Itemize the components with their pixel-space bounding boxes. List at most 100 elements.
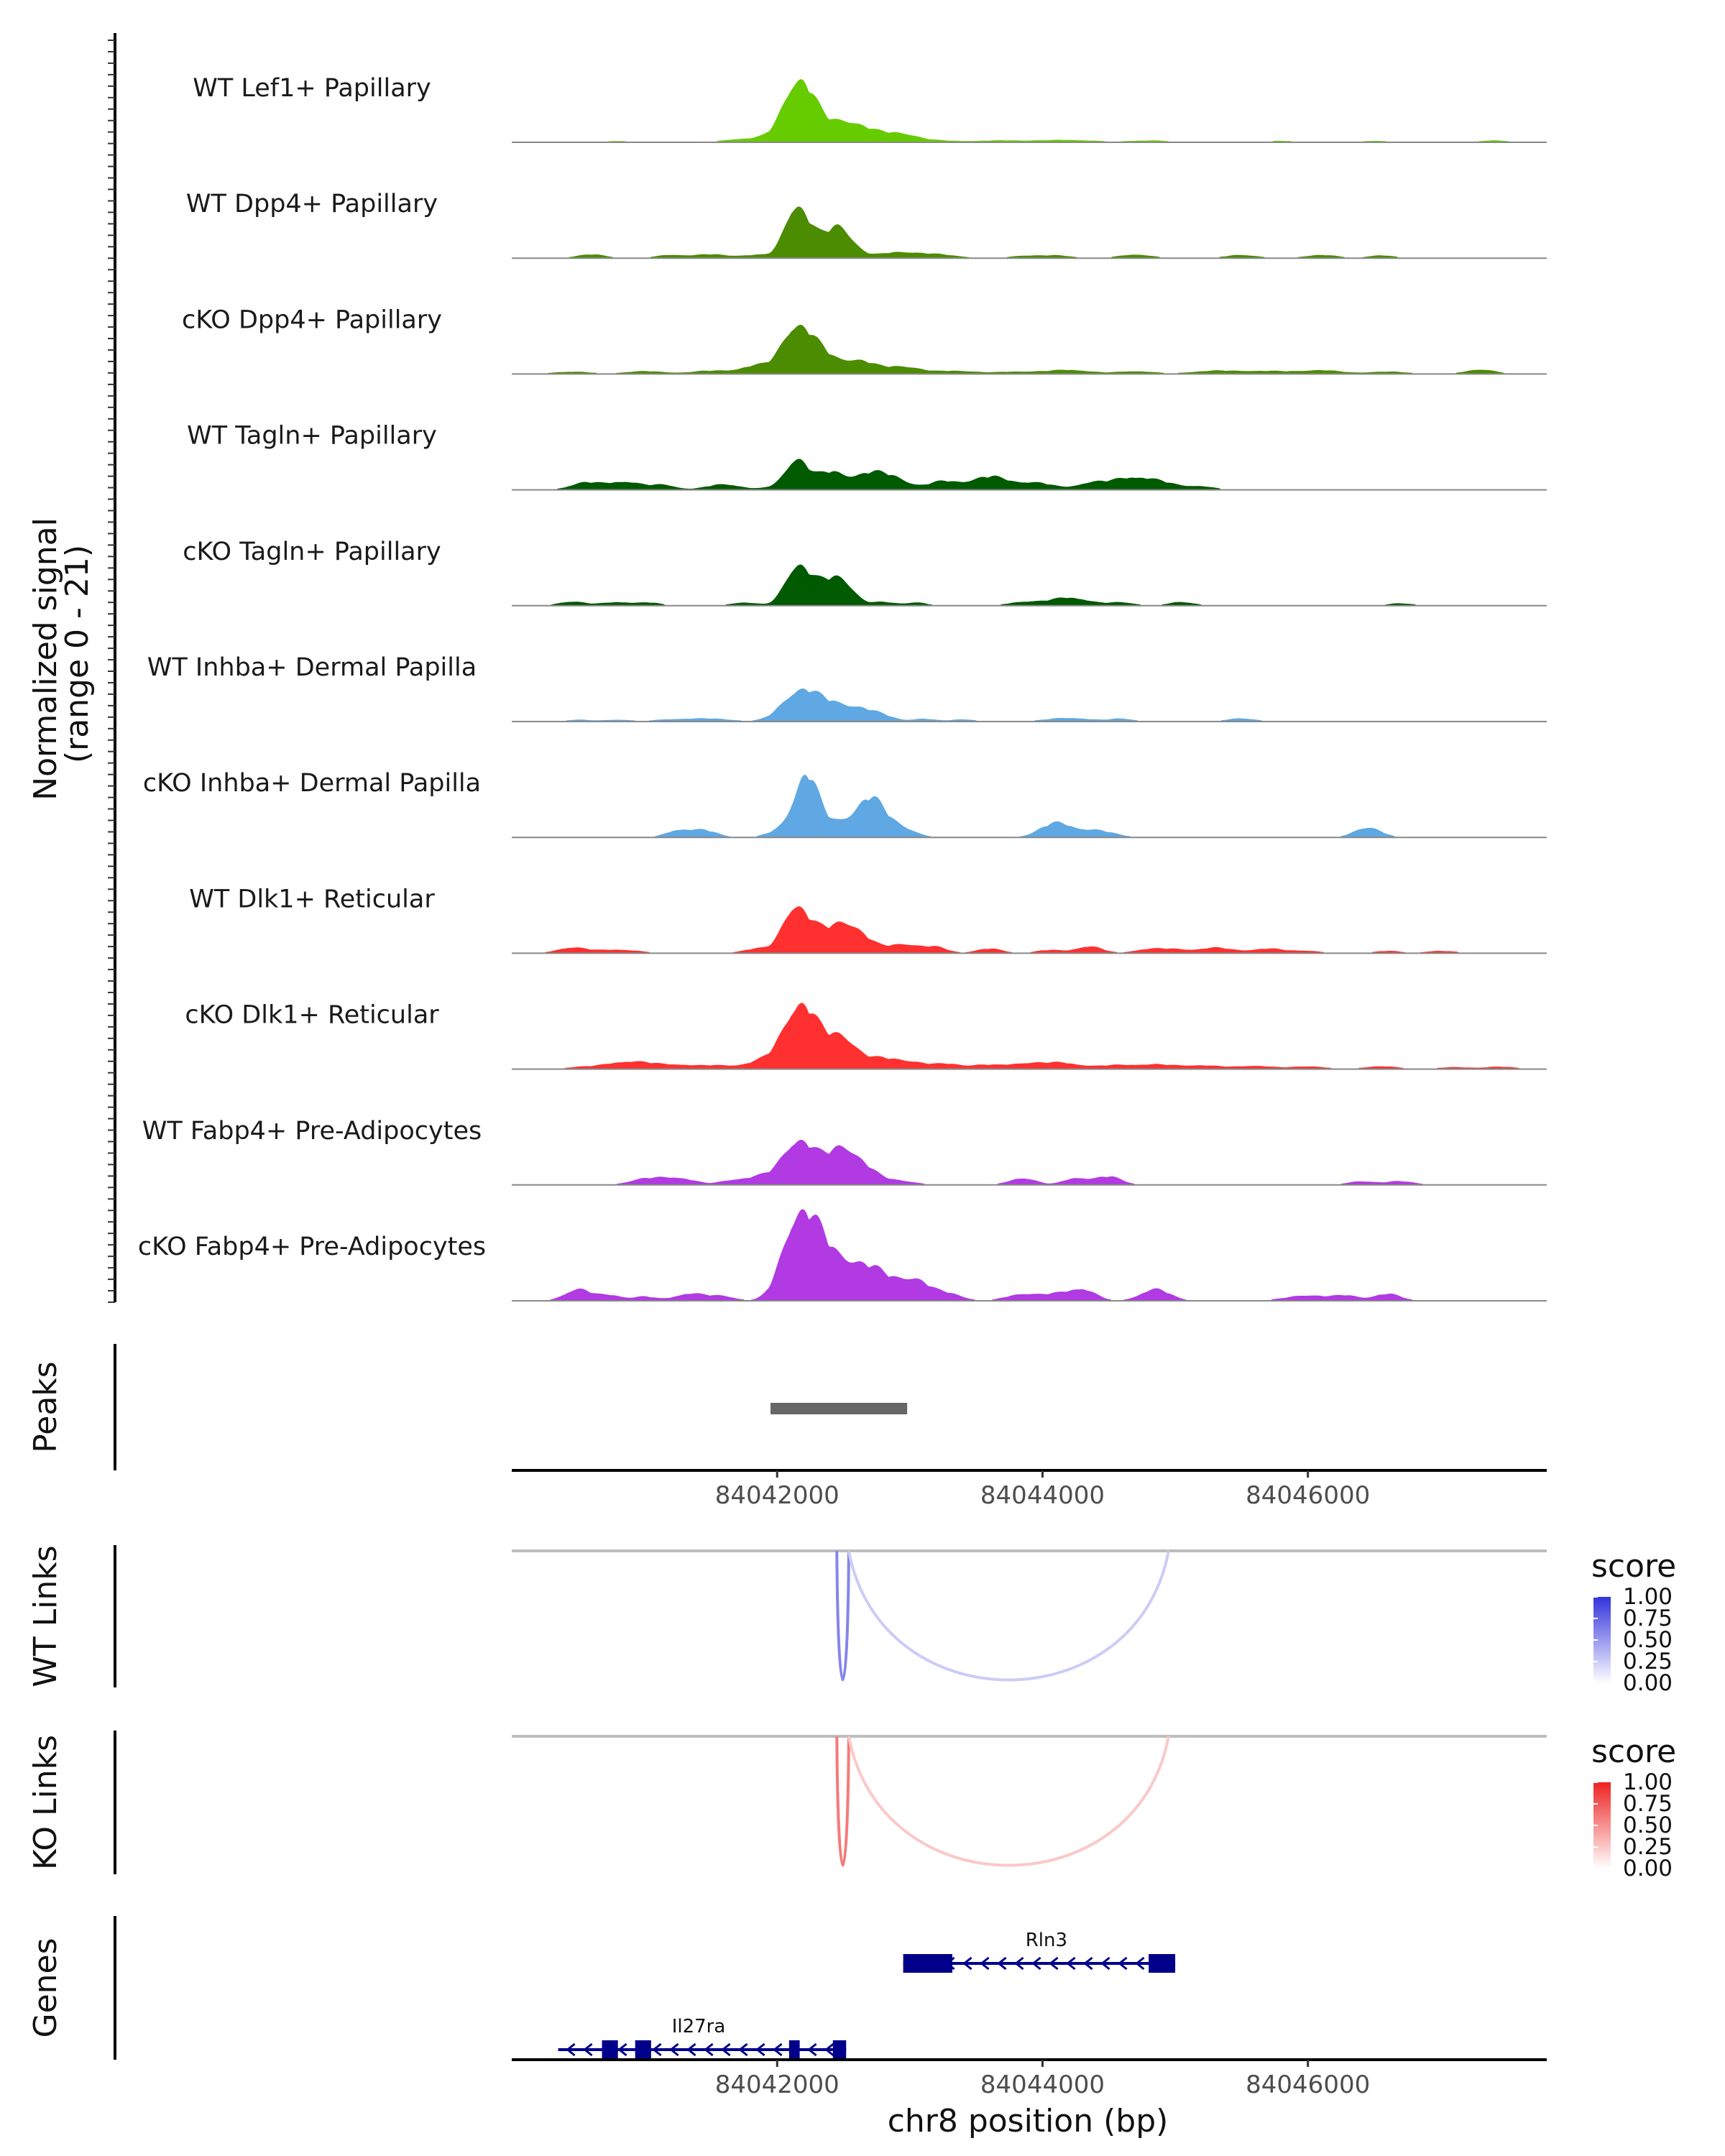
peaks-axis-title: Peaks (27, 1361, 64, 1452)
gene-strand-arrow (1031, 1956, 1041, 1971)
gene-exon (832, 2040, 847, 2059)
coverage-track-2: WT Dpp4+ Papillary (186, 190, 1547, 259)
gene-strand-arrow (686, 2042, 696, 2057)
gene-strand-arrow (824, 2042, 834, 2057)
gene-strand-arrow (1066, 1956, 1076, 1971)
coverage-track-11: cKO Fabp4+ Pre-Adipocytes (138, 1209, 1547, 1302)
gene-exon (1149, 1954, 1176, 1973)
x-tick-label: 84042000 (715, 2070, 840, 2099)
legend-tick-label: 0.00 (1623, 1670, 1673, 1696)
ko-legend-title: score (1591, 1733, 1676, 1770)
coverage-track-label: WT Tagln+ Papillary (187, 422, 437, 451)
gene-strand-arrow (721, 2042, 731, 2057)
coverage-track-5: cKO Tagln+ Papillary (183, 538, 1547, 607)
gene-strand-arrow (807, 2042, 817, 2057)
link-arc (847, 1550, 1170, 1682)
gene-strand-arrow (773, 2042, 783, 2057)
gene-strand-arrow (669, 2042, 679, 2057)
gene-strand-arrow (583, 2042, 593, 2057)
coverage-y-axis-title-line1: Normalized signal (27, 517, 64, 801)
wt-links-panel: WT Links score 1.000.750.500.250.00 (27, 1545, 1676, 1696)
coverage-track-label: WT Dpp4+ Papillary (186, 190, 438, 218)
coverage-track-area (512, 1003, 1547, 1069)
gene-models: Rln3 Il27ra (558, 1930, 1176, 2059)
x-tick-label: 84044000 (980, 1481, 1105, 1510)
ko-links-axis-title: KO Links (27, 1735, 64, 1870)
coverage-track-area (512, 1139, 1547, 1185)
gene-name-label: Rln3 (1026, 1930, 1067, 1951)
coverage-track-label: WT Dlk1+ Reticular (189, 885, 435, 913)
coverage-track-label: cKO Dlk1+ Reticular (185, 1001, 439, 1030)
gene-strand-arrow (738, 2042, 748, 2057)
gene-strand-arrow (704, 2042, 714, 2057)
gene-strand-arrow (652, 2042, 662, 2057)
coverage-track-6: WT Inhba+ Dermal Papilla (147, 653, 1547, 722)
legend-tick-label: 0.75 (1623, 1606, 1673, 1631)
coverage-y-axis-title-line2: (range 0 - 21) (59, 545, 96, 763)
gene-rln3: Rln3 (903, 1930, 1176, 1973)
x-axis-title: chr8 position (bp) (888, 2103, 1169, 2139)
peak-regions (770, 1403, 908, 1414)
x-tick-label: 84046000 (1246, 2070, 1370, 2099)
gene-strand-arrow (1083, 1956, 1093, 1971)
peak-region (770, 1403, 908, 1414)
gene-strand-arrow (1135, 1956, 1145, 1971)
coverage-track-4: WT Tagln+ Papillary (187, 422, 1547, 491)
gene-strand-arrow (617, 2042, 627, 2057)
wt-legend-ticks: 1.000.750.500.250.00 (1593, 1584, 1673, 1696)
peaks-panel: Peaks 84042000 84044000 84046000 (27, 1344, 1547, 1510)
coverage-track-9: cKO Dlk1+ Reticular (185, 1001, 1547, 1070)
x-tick-label: 84042000 (715, 1481, 840, 1510)
coverage-track-area (512, 459, 1547, 490)
gene-name-label: Il27ra (672, 2016, 726, 2037)
coverage-track-label: cKO Inhba+ Dermal Papilla (143, 769, 481, 798)
gene-il27ra: Il27ra (558, 2016, 847, 2059)
gene-exon (788, 2040, 800, 2059)
wt-legend-title: score (1591, 1548, 1676, 1585)
legend-tick-label: 1.00 (1623, 1584, 1673, 1610)
genes-axis-title: Genes (27, 1938, 64, 2037)
coverage-track-label: WT Lef1+ Papillary (193, 74, 431, 103)
coverage-track-label: WT Inhba+ Dermal Papilla (147, 653, 477, 682)
link-arc (835, 1736, 850, 1867)
coverage-track-3: cKO Dpp4+ Papillary (182, 305, 1547, 375)
ko-legend-ticks: 1.000.750.500.250.00 (1593, 1769, 1673, 1881)
coverage-track-1: WT Lef1+ Papillary (193, 74, 1547, 143)
x-axis-bottom: 84042000 84044000 84046000 (715, 2060, 1370, 2099)
ko-score-legend: score 1.000.750.500.250.00 (1591, 1733, 1676, 1881)
gene-strand-arrow (997, 1956, 1007, 1971)
coverage-tracks: WT Lef1+ Papillary WT Dpp4+ Papillary cKO … (138, 74, 1547, 1302)
legend-tick-label: 0.25 (1623, 1649, 1673, 1674)
gene-strand-arrow (1014, 1956, 1024, 1971)
x-tick-label: 84044000 (980, 2070, 1105, 2099)
coverage-track-label: cKO Dpp4+ Papillary (182, 305, 442, 334)
coverage-y-axis-title: Normalized signal (range 0 - 21) (27, 507, 96, 801)
coverage-track-label: cKO Fabp4+ Pre-Adipocytes (138, 1233, 486, 1261)
gene-strand-arrow (962, 1956, 972, 1971)
ko-links-panel: KO Links score 1.000.750.500.250.00 (27, 1731, 1676, 1881)
wt-links-axis-title: WT Links (27, 1545, 64, 1687)
legend-tick-label: 1.00 (1623, 1769, 1673, 1795)
coverage-track-area (512, 324, 1547, 374)
link-arc (847, 1736, 1170, 1867)
gene-strand-arrow (1100, 1956, 1110, 1971)
gene-exon (635, 2040, 651, 2059)
gene-exon (602, 2040, 618, 2059)
gene-strand-arrow (566, 2042, 576, 2057)
link-arc (835, 1550, 850, 1682)
legend-tick-label: 0.00 (1623, 1856, 1673, 1881)
wt-score-legend: score 1.000.750.500.250.00 (1591, 1548, 1676, 1696)
gene-strand-arrow (755, 2042, 765, 2057)
gene-exon (903, 1954, 952, 1973)
coverage-track-label: cKO Tagln+ Papillary (183, 538, 441, 566)
gene-strand-arrow (1118, 1956, 1128, 1971)
gene-strand-arrow (1049, 1956, 1059, 1971)
coverage-track-8: WT Dlk1+ Reticular (189, 885, 1547, 954)
legend-tick-label: 0.50 (1623, 1627, 1673, 1653)
legend-tick-label: 0.25 (1623, 1834, 1673, 1860)
gene-strand-arrow (980, 1956, 990, 1971)
coverage-track-7: cKO Inhba+ Dermal Papilla (143, 769, 1547, 839)
wt-arcs (835, 1550, 1170, 1682)
